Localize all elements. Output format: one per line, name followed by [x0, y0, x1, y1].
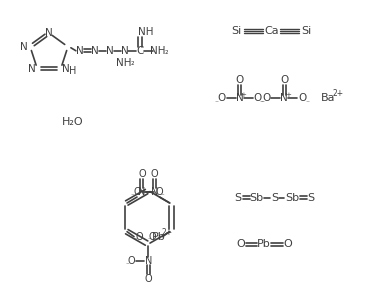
Text: O: O	[262, 93, 271, 103]
Text: ₂: ₂	[164, 47, 168, 56]
Text: ⁻: ⁻	[125, 262, 129, 268]
Text: ⁻: ⁻	[260, 98, 265, 107]
Text: Sb: Sb	[249, 193, 263, 203]
Text: ₂: ₂	[131, 58, 134, 67]
Text: ⁻: ⁻	[305, 98, 309, 107]
Text: C: C	[137, 46, 144, 56]
Text: 2+: 2+	[333, 89, 344, 98]
Text: O: O	[253, 93, 262, 103]
Text: N: N	[106, 46, 113, 56]
Text: ⁻: ⁻	[148, 238, 152, 244]
Text: O: O	[283, 239, 292, 249]
Text: S: S	[271, 193, 278, 203]
Text: O: O	[218, 93, 226, 103]
Text: S: S	[234, 193, 241, 203]
Text: NH: NH	[138, 27, 154, 37]
Text: N: N	[138, 187, 146, 197]
Text: Pb: Pb	[152, 232, 166, 242]
Text: Ca: Ca	[264, 26, 279, 36]
Text: O: O	[135, 232, 143, 242]
Text: O: O	[235, 75, 244, 85]
Text: N: N	[236, 93, 243, 103]
Text: O: O	[144, 274, 152, 284]
Text: ⁻: ⁻	[161, 193, 165, 199]
Text: N: N	[20, 42, 28, 52]
Text: H: H	[69, 66, 76, 76]
Text: Sb: Sb	[285, 193, 299, 203]
Text: ⁻: ⁻	[133, 238, 137, 244]
Text: O: O	[280, 75, 288, 85]
Text: N: N	[280, 93, 288, 103]
Text: ⁻: ⁻	[259, 98, 263, 107]
Text: N: N	[76, 46, 84, 56]
Text: Si: Si	[301, 26, 311, 36]
Text: O: O	[138, 169, 146, 179]
Text: O: O	[155, 187, 163, 197]
Text: O: O	[148, 232, 156, 242]
Text: N: N	[151, 187, 158, 197]
Text: N: N	[145, 256, 152, 266]
Text: O: O	[128, 256, 135, 266]
Text: ⁻: ⁻	[131, 193, 135, 199]
Text: N: N	[45, 28, 53, 38]
Text: O: O	[151, 169, 158, 179]
Text: Pb: Pb	[257, 239, 270, 249]
Text: N: N	[121, 46, 129, 56]
Text: S: S	[308, 193, 314, 203]
Text: NH: NH	[150, 46, 166, 56]
Text: O: O	[236, 239, 245, 249]
Text: Ba: Ba	[321, 93, 336, 103]
Text: N: N	[91, 46, 99, 56]
Text: NH: NH	[116, 58, 131, 68]
Text: O: O	[298, 93, 306, 103]
Text: +: +	[241, 91, 246, 98]
Text: ⁻: ⁻	[215, 98, 219, 107]
Text: H₂O: H₂O	[62, 117, 84, 127]
Text: N: N	[28, 64, 36, 74]
Text: N: N	[62, 64, 70, 74]
Text: Si: Si	[231, 26, 242, 36]
Text: 2+: 2+	[162, 228, 173, 237]
Text: +: +	[285, 91, 291, 98]
Text: O: O	[134, 187, 142, 197]
